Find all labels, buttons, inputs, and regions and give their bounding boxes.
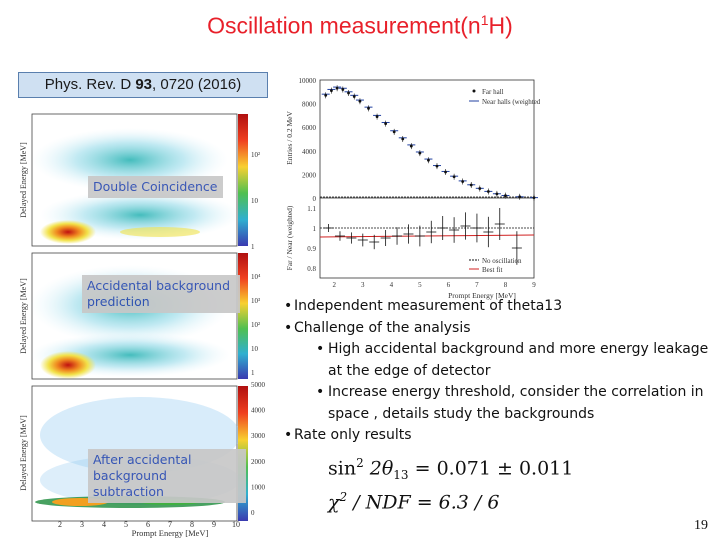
right-x-tick: 4 bbox=[390, 281, 394, 289]
bottom-y-tick: 0.9 bbox=[307, 245, 316, 253]
y-axis-label-2: Delayed Energy [MeV] bbox=[20, 278, 28, 354]
right-x-tick: 7 bbox=[475, 281, 479, 289]
colorbar-tick-label: 10² bbox=[251, 321, 260, 329]
x-tick-labels: 2 3 4 5 6 7 8 9 10 bbox=[58, 520, 240, 529]
top-y-tick: 6000 bbox=[302, 124, 317, 132]
colorbar-tick-label: 2000 bbox=[251, 458, 266, 466]
spectrum-plot: Entries / 0.2 MeV Far / Near (weighted) … bbox=[285, 77, 540, 300]
top-y-tick: 0 bbox=[313, 195, 317, 203]
colorbar-tick-label: 10 bbox=[251, 197, 259, 205]
y-axis-label-3: Delayed Energy [MeV] bbox=[20, 415, 28, 491]
colorbar-tick-label: 1 bbox=[251, 369, 255, 377]
reference-volume: 93 bbox=[135, 76, 153, 93]
colorbar-mid-labels: 10⁴ 10³ 10² 10 1 bbox=[251, 273, 261, 377]
bullet-item: Challenge of the analysis bbox=[280, 318, 710, 340]
colorbar-tick-label: 1 bbox=[251, 243, 255, 251]
best-fit-line bbox=[319, 234, 535, 238]
colorbar-tick-label: 0 bbox=[251, 509, 255, 517]
bullet-item: Independent measurement of theta13 bbox=[280, 296, 710, 318]
right-x-tick: 5 bbox=[418, 281, 422, 289]
x-tick-label: 9 bbox=[212, 520, 216, 529]
legend-top: Far hall Near halls (weighted) bbox=[469, 88, 540, 106]
bottom-y-ticks: 1.1 1 0.9 0.8 bbox=[307, 205, 316, 273]
colorbar-top-labels: 10² 10 1 bbox=[251, 151, 260, 251]
colorbar-tick-label: 10 bbox=[251, 345, 259, 353]
right-x-tick: 6 bbox=[447, 281, 451, 289]
x-tick-label: 10 bbox=[232, 520, 240, 529]
colorbar-tick-label: 4000 bbox=[251, 407, 266, 415]
colorbar-tick-label: 5000 bbox=[251, 381, 266, 389]
legend-best-fit: Best fit bbox=[482, 266, 502, 274]
page-number: 19 bbox=[694, 518, 708, 533]
colorbar-tick-label: 1000 bbox=[251, 483, 266, 491]
label-after-subtraction: After accidental background subtraction bbox=[88, 449, 246, 503]
bottom-y-tick: 1.1 bbox=[307, 205, 316, 213]
x-axis-label: Prompt Energy [MeV] bbox=[132, 528, 209, 538]
colorbar-bottom-labels: 5000 4000 3000 2000 1000 0 bbox=[251, 381, 266, 517]
x-tick-label: 4 bbox=[102, 520, 106, 529]
right-x-tick: 2 bbox=[333, 281, 337, 289]
top-y-tick: 8000 bbox=[302, 101, 317, 109]
right-x-ticks: 2 3 4 5 6 7 8 9 bbox=[333, 281, 537, 289]
x-tick-label: 5 bbox=[124, 520, 128, 529]
result-chi2: χ2 / NDF = 6.3 / 6 bbox=[328, 490, 500, 514]
label-double-coincidence: Double Coincidence bbox=[88, 176, 223, 198]
reference-box: Phys. Rev. D 93, 0720 (2016) bbox=[18, 72, 268, 98]
legend-no-oscillation: No oscillation bbox=[482, 257, 522, 265]
label-accidental-prediction: Accidental background prediction bbox=[82, 275, 240, 313]
colorbar-tick-label: 3000 bbox=[251, 432, 266, 440]
bottom-y-tick: 0.8 bbox=[307, 265, 316, 273]
x-tick-label: 7 bbox=[168, 520, 172, 529]
result-sin2theta: sin2 2θ13 = 0.071 ± 0.011 bbox=[328, 456, 574, 483]
data-marks bbox=[319, 85, 538, 265]
panel-accidental-prediction bbox=[30, 252, 248, 380]
bullet-item: Increase energy threshold, consider the … bbox=[280, 382, 710, 425]
x-tick-label: 6 bbox=[146, 520, 150, 529]
top-y-tick: 10000 bbox=[299, 77, 317, 85]
top-y-ticks: 10000 8000 6000 4000 2000 0 bbox=[299, 77, 317, 203]
right-x-tick: 9 bbox=[532, 281, 536, 289]
colorbar-tick-label: 10² bbox=[251, 151, 260, 159]
bottom-y-tick: 1 bbox=[313, 225, 317, 233]
colorbar-tick-label: 10³ bbox=[251, 297, 260, 305]
x-tick-label: 8 bbox=[190, 520, 194, 529]
right-x-tick: 3 bbox=[361, 281, 365, 289]
x-tick-label: 3 bbox=[80, 520, 84, 529]
top-y-label: Entries / 0.2 MeV bbox=[285, 111, 294, 165]
bullet-list: Independent measurement of theta13 Chall… bbox=[280, 296, 710, 447]
legend-bottom: No oscillation Best fit bbox=[469, 257, 522, 274]
legend-near-halls: Near halls (weighted) bbox=[482, 98, 540, 106]
top-y-tick: 2000 bbox=[302, 171, 317, 179]
colorbar-tick-label: 10⁴ bbox=[251, 273, 261, 281]
legend-far-hall: Far hall bbox=[482, 88, 504, 96]
bottom-y-label: Far / Near (weighted) bbox=[285, 205, 294, 270]
bullet-item: High accidental background and more ener… bbox=[280, 339, 710, 382]
y-axis-label-1: Delayed Energy [MeV] bbox=[20, 142, 28, 218]
slide-title: Oscillation measurement(n1H) bbox=[207, 12, 513, 39]
right-x-tick: 8 bbox=[504, 281, 508, 289]
bullet-item: Rate only results bbox=[280, 425, 710, 447]
x-tick-label: 2 bbox=[58, 520, 62, 529]
top-y-tick: 4000 bbox=[302, 148, 317, 156]
